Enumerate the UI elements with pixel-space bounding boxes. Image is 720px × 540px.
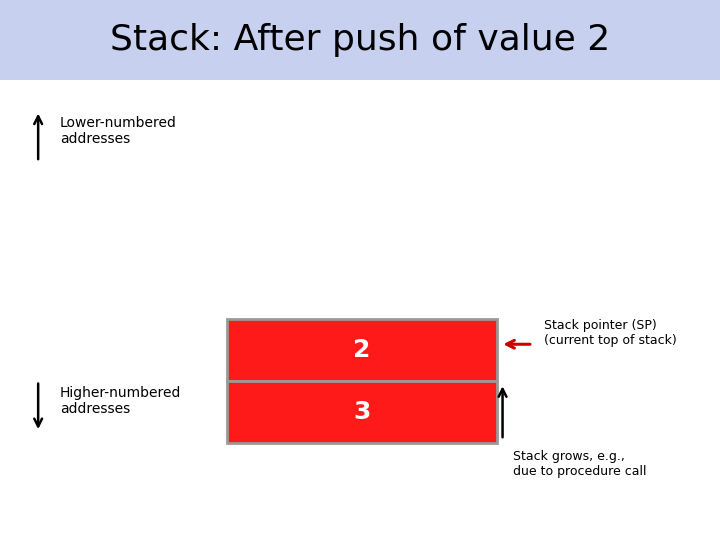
- Bar: [0, 0, 720, 80]
- Text: Stack pointer (SP)
(current top of stack): Stack pointer (SP) (current top of stack…: [544, 320, 676, 347]
- Text: 3: 3: [353, 400, 371, 424]
- Text: Higher-numbered
addresses: Higher-numbered addresses: [60, 386, 181, 416]
- Bar: [227, 319, 497, 381]
- Bar: [227, 381, 497, 443]
- Text: Stack: After push of value 2: Stack: After push of value 2: [110, 23, 610, 57]
- Text: Stack grows, e.g.,
due to procedure call: Stack grows, e.g., due to procedure call: [513, 450, 647, 478]
- Text: 2: 2: [353, 338, 371, 362]
- Text: Lower-numbered
addresses: Lower-numbered addresses: [60, 116, 176, 146]
